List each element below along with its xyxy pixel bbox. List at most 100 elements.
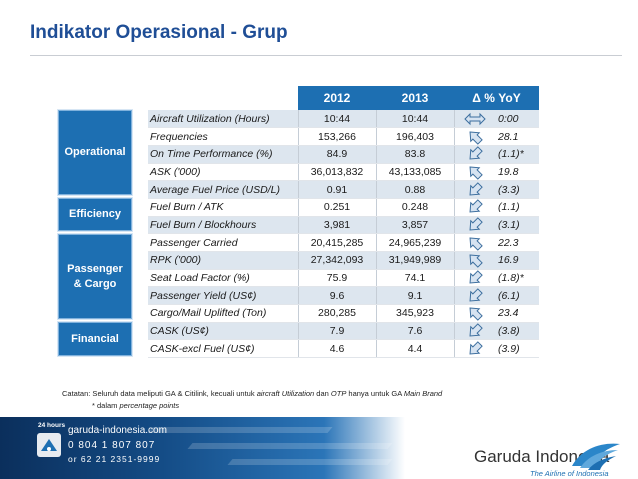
metric-label: Average Fuel Price (USD/L) (148, 180, 298, 199)
trend-cell (453, 304, 496, 323)
trend-up-arrow-icon (469, 254, 484, 269)
trend-cell (453, 110, 496, 129)
header-2012: 2012 (298, 86, 376, 110)
metric-label: ASK ('000) (148, 163, 298, 182)
table-row: Average Fuel Price (USD/L) 0.91 0.88 (3.3) (148, 180, 539, 199)
value-2013: 196,403 (375, 127, 454, 146)
decorative-stripe (147, 427, 333, 433)
footnote-asterisk: * dalam percentage points (92, 401, 180, 410)
category-operational: Operational (58, 110, 132, 195)
value-2012: 4.6 (297, 339, 376, 359)
table-row: Passenger Carried 20,415,285 24,965,239 22.… (148, 233, 539, 252)
value-2013: 74.1 (375, 269, 454, 288)
title-divider (30, 55, 622, 56)
footnote-scope: Catatan: Seluruh data meliputi GA & Citi… (62, 389, 443, 398)
metric-label: Aircraft Utilization (Hours) (148, 110, 298, 129)
metric-label: CASK (US¢) (148, 322, 298, 341)
trend-cell (453, 163, 496, 182)
footer-phone-intl: or 62 21 2351-9999 (68, 454, 161, 464)
table-row: RPK ('000) 27,342,093 31,949,989 16.9 (148, 251, 539, 270)
yoy-value: 0:00 (496, 110, 539, 129)
table-row: On Time Performance (%) 84.9 83.8 (1.1)* (148, 145, 539, 164)
table-row: Seat Load Factor (%) 75.9 74.1 (1.8)* (148, 269, 539, 288)
value-2013: 43,133,085 (375, 163, 454, 182)
table-row: Passenger Yield (US¢) 9.6 9.1 (6.1) (148, 286, 539, 306)
footer-website[interactable]: garuda-indonesia.com (68, 425, 167, 436)
value-2013: 31,949,989 (375, 251, 454, 270)
decorative-stripe (227, 459, 393, 465)
value-2012: 0.91 (297, 180, 376, 199)
trend-cell (453, 339, 496, 359)
brand-tagline: The Airline of Indonesia (530, 469, 609, 478)
trend-down-arrow-icon (469, 217, 484, 231)
value-2012: 7.9 (297, 322, 376, 341)
value-2012: 20,415,285 (297, 233, 376, 252)
table-row: Fuel Burn / Blockhours 3,981 3,857 (3.1) (148, 216, 539, 235)
value-2012: 280,285 (297, 304, 376, 323)
trend-down-arrow-icon (469, 199, 484, 213)
trend-down-arrow-icon (469, 341, 484, 355)
trend-cell (453, 180, 496, 199)
category-label: Operational (64, 146, 126, 159)
yoy-value: (1.1) (496, 198, 539, 217)
table-row: ASK ('000) 36,013,832 43,133,085 19.8 (148, 163, 539, 182)
page-title: Indikator Operasional - Grup (30, 22, 288, 43)
header-2013: 2013 (376, 86, 454, 110)
value-2013: 4.4 (375, 339, 454, 359)
yoy-value: 28.1 (496, 127, 539, 146)
value-2013: 7.6 (375, 322, 454, 341)
table-row: Aircraft Utilization (Hours) 10:44 10:44 0:… (148, 110, 539, 129)
category-label: Passenger (67, 263, 123, 276)
table-row: Frequencies 153,266 196,403 28.1 (148, 127, 539, 146)
table-row: CASK-excl Fuel (US¢) 4.6 4.4 (3.9) (148, 339, 539, 359)
trend-cell (453, 198, 496, 217)
yoy-value: (3.9) (496, 339, 539, 359)
value-2012: 84.9 (297, 145, 376, 164)
table-row: Cargo/Mail Uplifted (Ton) 280,285 345,923 2… (148, 304, 539, 323)
trend-cell (453, 322, 496, 341)
trend-up-arrow-icon (469, 307, 484, 322)
yoy-value: (3.1) (496, 216, 539, 235)
yoy-value: (6.1) (496, 286, 539, 306)
trend-down-arrow-icon (469, 146, 484, 160)
value-2012: 27,342,093 (297, 251, 376, 270)
yoy-value: 23.4 (496, 304, 539, 323)
trend-cell (453, 145, 496, 164)
value-2012: 0.251 (297, 198, 376, 217)
yoy-value: (3.3) (496, 180, 539, 199)
yoy-value: 16.9 (496, 251, 539, 270)
category-financial: Financial (58, 322, 132, 356)
trend-cell (453, 269, 496, 288)
trend-up-arrow-icon (469, 237, 484, 251)
trend-down-arrow-icon (469, 323, 484, 337)
metric-label: Seat Load Factor (%) (148, 269, 298, 288)
trend-up-arrow-icon (469, 131, 484, 145)
category-efficiency: Efficiency (58, 198, 132, 231)
value-2013: 10:44 (375, 110, 454, 129)
trend-down-arrow-icon (469, 287, 484, 302)
yoy-value: (3.8) (496, 322, 539, 341)
trend-down-arrow-icon (469, 181, 484, 196)
yoy-value: (1.1)* (496, 145, 539, 164)
category-label: & Cargo (73, 277, 117, 290)
table-header-row: 2012 2013 Δ % YoY (148, 86, 539, 110)
metric-label: Fuel Burn / ATK (148, 198, 298, 217)
table-row: Fuel Burn / ATK 0.251 0.248 (1.1) (148, 198, 539, 217)
metric-label: Passenger Yield (US¢) (148, 286, 298, 306)
header-blank (148, 86, 298, 110)
trend-flat-arrow-icon (464, 112, 486, 125)
value-2013: 24,965,239 (375, 233, 454, 252)
trend-up-arrow-icon (469, 166, 484, 180)
yoy-value: 22.3 (496, 233, 539, 252)
metric-label: Frequencies (148, 127, 298, 146)
value-2012: 10:44 (297, 110, 376, 129)
metric-label: On Time Performance (%) (148, 145, 298, 164)
trend-cell (453, 233, 496, 252)
metric-label: CASK-excl Fuel (US¢) (148, 339, 298, 359)
garuda-logo-icon (572, 443, 620, 470)
value-2013: 0.248 (375, 198, 454, 217)
table-row: CASK (US¢) 7.9 7.6 (3.8) (148, 322, 539, 341)
category-passenger-cargo: Passenger & Cargo (58, 234, 132, 319)
value-2013: 83.8 (375, 145, 454, 164)
metric-label: RPK ('000) (148, 251, 298, 270)
